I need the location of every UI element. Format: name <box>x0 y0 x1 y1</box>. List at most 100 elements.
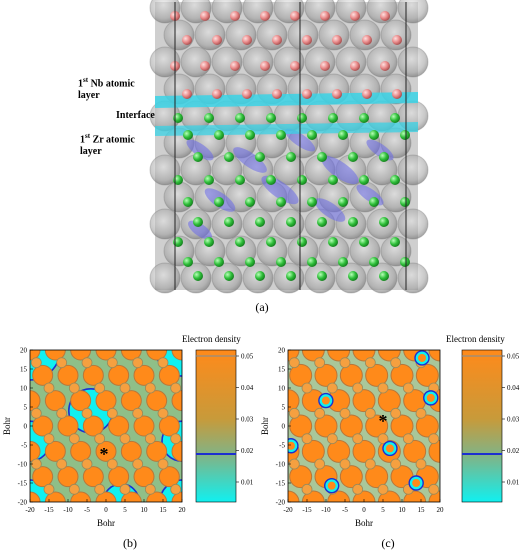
colorbar-tick-label: 0.01 <box>507 479 520 487</box>
atom-density-peak <box>327 439 351 463</box>
density-shell <box>225 19 257 51</box>
density-contours <box>30 350 182 502</box>
y-tick-label: -5 <box>279 442 285 450</box>
interface-label: Interface <box>116 110 155 121</box>
x-tick-label: -20 <box>25 506 35 514</box>
secondary-density-peak <box>119 433 131 445</box>
x-tick-label: 20 <box>437 506 445 514</box>
zr-layer-label: 1st Zr atomic layer <box>80 130 135 158</box>
atom-density-peak <box>133 364 155 386</box>
colorbar-title: Electron density <box>182 334 241 344</box>
secondary-density-peak <box>144 483 156 495</box>
atom-density-peak <box>288 350 300 362</box>
x-tick-label: 10 <box>399 506 407 514</box>
atom-density-peak <box>32 466 54 488</box>
atom-density-peak <box>158 466 180 488</box>
density-blob <box>314 198 346 222</box>
zr-atom <box>245 197 255 207</box>
secondary-density-peak <box>157 357 169 369</box>
density-shell <box>149 208 181 240</box>
atom-density-peak <box>171 440 182 462</box>
atom-density-peak <box>442 364 464 386</box>
secondary-density-peak <box>339 407 351 419</box>
atom-density-peak <box>158 364 180 386</box>
atom-density-peak <box>171 491 182 502</box>
density-contours <box>288 350 464 502</box>
secondary-density-peak <box>132 407 144 419</box>
atom-density-peak <box>352 389 376 413</box>
nb-atom <box>272 35 282 45</box>
secondary-density-peak <box>377 433 389 445</box>
colorbar-title: Electron density <box>446 334 505 344</box>
x-tick-label: 5 <box>381 506 385 514</box>
colorbar-tick-label: 0.02 <box>241 447 254 455</box>
y-tick-label: -20 <box>18 499 28 507</box>
density-shell <box>163 19 195 51</box>
zr-atom <box>379 271 389 281</box>
atom-density-peak <box>442 415 464 437</box>
zr-atom <box>369 197 379 207</box>
zr-atom <box>193 152 203 162</box>
secondary-density-peak <box>377 382 389 394</box>
zr-atom <box>369 130 379 140</box>
nb-atom <box>362 89 372 99</box>
zr-atom <box>348 271 358 281</box>
zr-atom <box>214 197 224 207</box>
x-tick-label: 10 <box>141 506 149 514</box>
atom-density-peak <box>377 389 401 413</box>
atom-density-peak <box>314 414 338 438</box>
nb-atom <box>260 11 270 21</box>
y-tick-label: 20 <box>278 347 286 355</box>
nb-label-line2: layer <box>78 90 100 102</box>
zr-atom <box>297 113 307 123</box>
atom-density-peak <box>158 415 180 437</box>
nb-label-sup: st <box>83 76 89 84</box>
colorbar-ticks: 0.05 0.04 0.03 0.02 0.01 <box>502 353 520 487</box>
secondary-density-peak <box>56 407 68 419</box>
atom-density-peak <box>415 363 439 387</box>
secondary-density-peak <box>339 357 351 369</box>
secondary-density-peak <box>94 433 106 445</box>
nb-atom <box>332 35 342 45</box>
nb-atom <box>332 89 342 99</box>
atom-density-peak <box>82 466 104 488</box>
zr-atom <box>245 130 255 140</box>
atom-density-peak <box>288 389 300 413</box>
x-tick-label: 15 <box>160 506 168 514</box>
panel-a: 1st Nb atomic layer Interface 1st Zr ato… <box>78 0 429 314</box>
atom-density-peak <box>314 363 338 387</box>
density-blob <box>186 139 214 161</box>
zr-atom <box>193 217 203 227</box>
zr-atom <box>390 113 400 123</box>
atom-density-peak <box>365 363 389 387</box>
density-blob <box>233 147 267 173</box>
atom-density-peak <box>390 414 414 438</box>
zr-atom <box>317 152 327 162</box>
pocket-core <box>288 441 295 450</box>
secondary-density-peak <box>81 357 93 369</box>
nb-atom <box>242 35 252 45</box>
zr-label-sup: st <box>85 132 91 140</box>
density-shell <box>380 19 412 51</box>
nb-layer-label: 1st Nb atomic layer <box>78 74 135 102</box>
atom-density-peak <box>171 350 182 361</box>
secondary-density-peak <box>326 433 338 445</box>
marker-star: * <box>100 444 109 464</box>
zr-atom <box>359 237 369 247</box>
secondary-density-peak <box>326 382 338 394</box>
pocket-core <box>412 479 421 487</box>
y-tick-label: -10 <box>276 461 286 469</box>
secondary-density-peak <box>301 382 313 394</box>
pocket-core <box>418 353 427 362</box>
secondary-density-peak <box>94 382 106 394</box>
zr-label-prefix: 1 <box>80 134 85 146</box>
x-tick-label: 15 <box>418 506 426 514</box>
x-tick-label: -5 <box>84 506 90 514</box>
atom-density-peak <box>133 415 155 437</box>
zr-atom <box>224 217 234 227</box>
density-shell <box>194 19 226 51</box>
atom-density-peak <box>289 363 313 387</box>
nb-atom <box>392 89 402 99</box>
caption-c: (c) <box>381 536 395 550</box>
zr-atom <box>307 130 317 140</box>
